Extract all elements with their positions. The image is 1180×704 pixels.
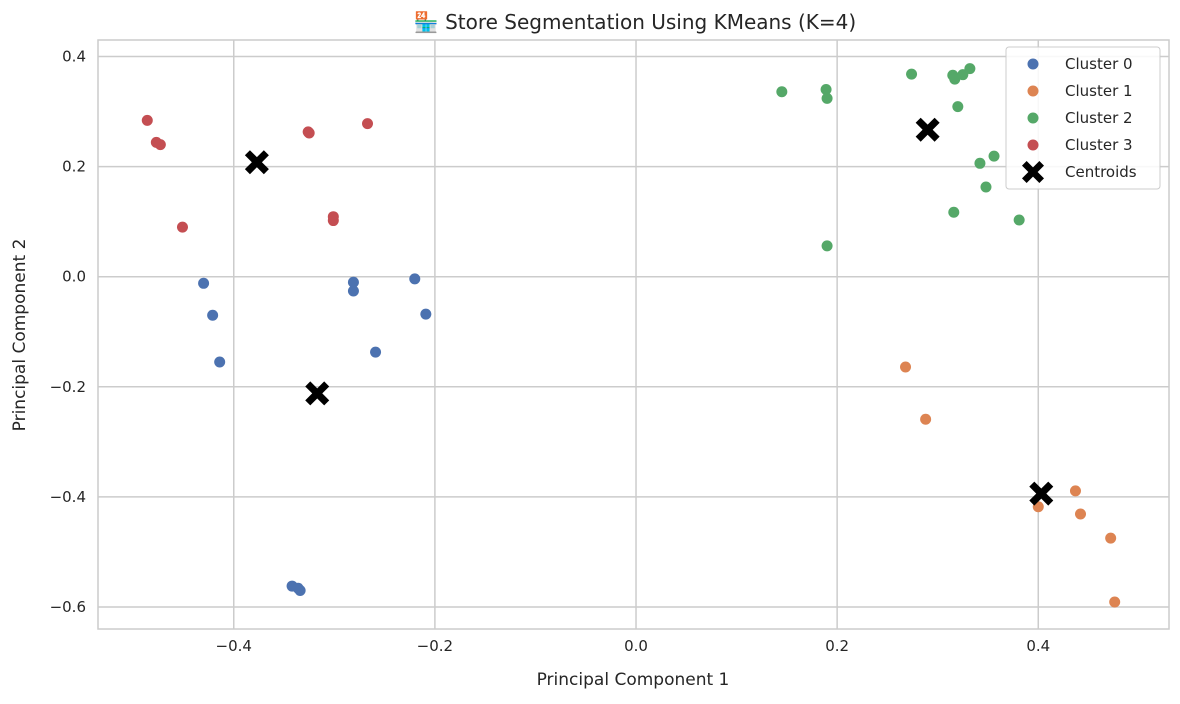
legend-label: Cluster 3	[1065, 136, 1133, 154]
grid-lines	[98, 40, 1169, 629]
cluster-3-point	[362, 118, 374, 130]
y-tick-label: −0.4	[50, 488, 86, 506]
cluster-1-point	[920, 413, 932, 425]
cluster-2-point	[952, 101, 964, 113]
cluster-2-point	[820, 84, 832, 96]
cluster-0-point	[409, 273, 421, 285]
cluster-1-point	[1069, 485, 1081, 497]
x-tick-label: 0.0	[624, 637, 648, 655]
cluster-0-point	[347, 285, 359, 297]
cluster-2-point	[821, 92, 833, 104]
legend-centroid-marker	[1022, 161, 1044, 183]
x-tick-label: −0.2	[417, 637, 453, 655]
cluster-3-point	[327, 215, 339, 227]
cluster-1-point	[1075, 508, 1087, 520]
cluster-0-point	[420, 308, 432, 320]
x-axis-ticks: −0.4 −0.2 0.0 0.2 0.4	[216, 637, 1051, 655]
legend: Cluster 0 Cluster 1 Cluster 2 Cluster 3 Cent…	[1005, 46, 1161, 190]
centroid-marker	[244, 150, 269, 175]
cluster-0-point	[207, 309, 219, 321]
cluster-0-point	[294, 584, 306, 596]
legend-box	[1005, 46, 1161, 190]
cluster-2-point	[776, 86, 788, 98]
y-tick-label: −0.6	[50, 598, 86, 616]
x-tick-label: 0.4	[1026, 637, 1050, 655]
x-axis-label: Principal Component 1	[537, 670, 730, 690]
legend-marker	[1027, 139, 1039, 151]
y-tick-label: 0.4	[62, 48, 86, 66]
cluster-1-point	[1109, 596, 1121, 608]
x-tick-label: 0.2	[825, 637, 849, 655]
centroid-marker	[915, 117, 940, 142]
cluster-2-point	[949, 73, 961, 85]
cluster-2-point	[988, 150, 1000, 162]
cluster-0-point	[214, 356, 226, 368]
plot-area	[97, 39, 1170, 630]
legend-label: Centroids	[1065, 163, 1137, 181]
cluster-0-point	[370, 346, 382, 358]
cluster-3-point	[141, 114, 153, 126]
chart-title: 🏪 Store Segmentation Using KMeans (K=4)	[414, 10, 856, 34]
legend-marker	[1027, 112, 1039, 124]
x-tick-label: −0.4	[216, 637, 252, 655]
y-tick-label: −0.2	[50, 378, 86, 396]
cluster-2-point	[821, 240, 833, 252]
cluster-2-point	[974, 157, 986, 169]
centroid-marker	[305, 381, 330, 406]
cluster-2-point	[948, 206, 960, 218]
cluster-3-point	[154, 139, 166, 151]
legend-marker	[1027, 85, 1039, 97]
legend-label: Cluster 2	[1065, 109, 1133, 127]
legend-label: Cluster 0	[1065, 55, 1133, 73]
cluster-2-point	[906, 68, 918, 80]
y-tick-label: 0.2	[62, 158, 86, 176]
legend-label: Cluster 1	[1065, 82, 1133, 100]
centroid-markers	[244, 117, 1054, 506]
data-points	[141, 63, 1121, 608]
cluster-3-point	[303, 127, 315, 139]
cluster-2-point	[980, 181, 992, 193]
cluster-2-point	[964, 63, 976, 75]
cluster-0-point	[347, 276, 359, 288]
cluster-2-point	[1013, 214, 1025, 226]
cluster-1-point	[900, 361, 912, 373]
cluster-1-point	[1105, 532, 1117, 544]
y-tick-label: 0.0	[62, 268, 86, 286]
centroid-marker	[1029, 481, 1054, 506]
cluster-0-point	[198, 277, 210, 289]
legend-marker	[1027, 58, 1039, 70]
y-axis-label: Principal Component 2	[10, 239, 30, 432]
y-axis-ticks: 0.4 0.2 0.0 −0.2 −0.4 −0.6	[50, 48, 86, 616]
cluster-3-point	[176, 221, 188, 233]
